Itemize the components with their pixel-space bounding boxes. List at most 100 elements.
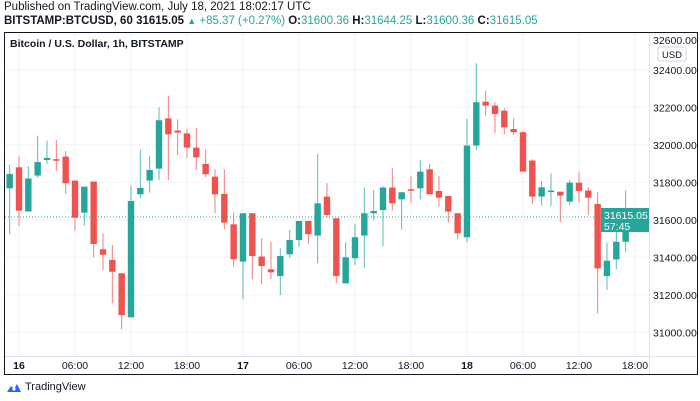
time-tick-label: 16 [13,360,25,372]
published-line: Published on TradingView.com, July 18, 2… [4,1,311,13]
high-value: 31644.25 [364,15,413,27]
candle [557,191,564,223]
candle-body [99,249,107,255]
price-tick-label: 32000.00 [653,140,697,152]
candle-body [333,218,340,277]
candle [34,135,41,178]
candle [370,189,377,220]
candle [239,213,247,300]
close-label: C: [477,15,490,27]
price-tick-label: 32600.00 [653,35,697,47]
chart-frame [4,32,698,375]
time-tick-label: 06:00 [286,360,312,372]
candle-body [221,193,228,223]
up-arrow-icon: ▲ [187,16,197,26]
time-tick-label: 18 [461,360,473,372]
symbol-info-line: BITSTAMP:BTCUSD, 60 31615.05 ▲ +85.37 (+… [4,15,538,27]
price-tick-label: 31800.00 [653,177,697,189]
candle [146,156,153,193]
candle [510,118,517,136]
price-axis: 31000.00 31200.00 31400.00 31600.00 31800.00… [653,35,697,339]
candle-body [183,133,191,148]
low-label: L: [415,15,427,27]
candle-body [137,187,144,195]
candle [454,213,461,240]
high-label: H: [352,15,365,27]
candle-body [379,187,387,211]
candle [277,248,284,295]
candle-body [267,269,275,273]
candle [398,192,405,230]
candle [575,171,583,203]
candle [613,226,620,269]
time-axis: 16 06:00 12:00 18:00 17 06:00 12:00 18:00 18 06:0… [13,360,648,372]
candle-body [603,260,611,277]
candle [15,155,23,226]
candle [71,180,79,231]
candle-body [519,132,527,172]
candle [491,102,499,134]
tradingview-logo-icon [7,383,21,392]
candle-body [62,156,69,184]
candle [585,187,592,215]
candle-body [547,190,555,193]
candle [333,218,340,284]
candle [165,95,172,181]
candle [445,195,452,223]
tradingview-logo[interactable]: TradingView [6,381,86,393]
candle [109,244,116,304]
candle [174,119,181,155]
candle-body [351,237,359,259]
candle [155,107,163,181]
candle [603,242,611,290]
candle-body [230,224,237,260]
candle [435,175,443,207]
time-tick-label: 12:00 [342,360,368,372]
candle-body [454,213,461,234]
candle-body [426,169,433,195]
candle-body [398,192,405,200]
candle [407,175,415,204]
candle-body [407,189,415,191]
candle-body [258,256,265,266]
candle [258,238,265,284]
candle [482,90,489,116]
candle-body [463,145,471,238]
last-price-value: 31615.05 [604,210,648,222]
candle [473,63,480,151]
candle-body [286,240,293,255]
candle [249,213,256,280]
candle-body [34,162,41,176]
price-tick-label: 31000.00 [653,327,697,339]
candle-body [491,105,499,115]
candle [81,186,88,226]
candle [267,241,275,280]
candle-body [81,186,88,213]
candle-body [202,163,209,175]
candle [286,229,293,258]
candle-body [146,169,153,181]
currency-badge[interactable] [657,46,687,62]
candle [43,140,51,164]
candle-body [389,187,396,204]
candle [379,186,387,247]
candle-body [594,204,601,269]
time-tick-label: 06:00 [62,360,88,372]
time-tick-label: 12:00 [566,360,592,372]
candle-body [127,201,135,318]
chart-title: Bitcoin / U.S. Dollar, 1h, BITSTAMP [10,38,184,50]
candle [62,150,69,194]
candle-body [435,190,443,198]
candle [221,169,228,230]
candle-body [566,182,573,202]
candle-body [165,118,172,135]
candle [417,159,424,200]
candle [230,212,237,267]
candle [501,108,508,135]
candle-body [71,180,79,218]
candle-body [174,130,181,133]
candle [529,159,536,205]
candles [6,63,639,330]
candle [426,163,433,195]
